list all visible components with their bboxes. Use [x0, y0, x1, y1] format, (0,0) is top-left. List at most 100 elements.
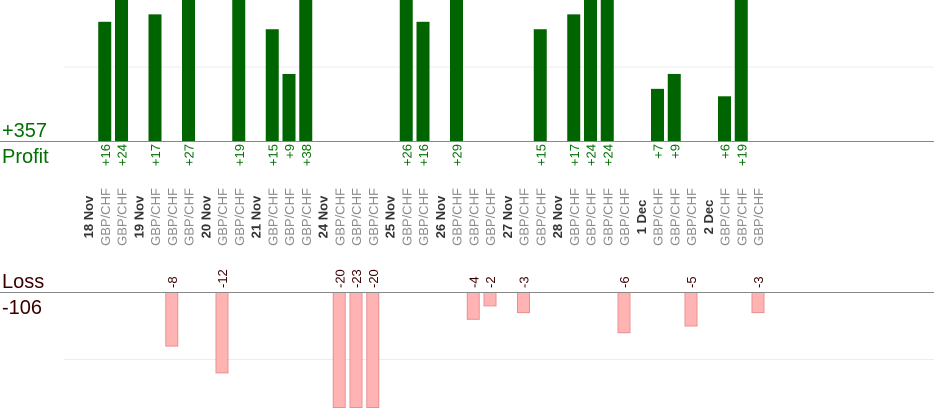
date-label: 28 Nov — [550, 195, 565, 238]
profit-bar[interactable] — [399, 0, 413, 141]
profit-value-label: +24 — [115, 144, 130, 166]
symbol-label: GBP/CHF — [617, 188, 632, 246]
loss-bar[interactable] — [751, 292, 765, 314]
symbol-label: GBP/CHF — [399, 188, 414, 246]
symbol-label: GBP/CHF — [115, 188, 130, 246]
symbol-label: GBP/CHF — [718, 188, 733, 246]
loss-label: Loss — [2, 271, 44, 293]
date-label: 18 Nov — [81, 195, 96, 238]
profit-value-label: +24 — [584, 144, 599, 166]
profit-bar[interactable] — [232, 0, 246, 141]
loss-bar[interactable] — [617, 292, 631, 334]
profit-bar[interactable] — [600, 0, 614, 141]
symbol-label: GBP/CHF — [332, 188, 347, 246]
profit-value-label: +19 — [232, 144, 247, 166]
loss-value-label: -3 — [517, 276, 532, 288]
profit-bar[interactable] — [718, 96, 731, 141]
profit-value-label: +16 — [98, 144, 113, 166]
profit-value-label: +17 — [567, 144, 582, 166]
profit-value-label: +29 — [450, 144, 465, 166]
profit-value-label: +9 — [667, 144, 682, 159]
loss-value-label: -8 — [165, 276, 180, 288]
loss-bar[interactable] — [366, 292, 380, 408]
loss-bar[interactable] — [215, 292, 229, 374]
loss-bar[interactable] — [483, 292, 497, 307]
symbol-label: GBP/CHF — [182, 188, 197, 246]
symbol-label: GBP/CHF — [282, 188, 297, 246]
profit-bar[interactable] — [299, 0, 313, 141]
loss-bar[interactable] — [332, 292, 346, 408]
profit-value-label: +24 — [600, 144, 615, 166]
date-label: 21 Nov — [249, 195, 264, 238]
profit-bar[interactable] — [115, 0, 128, 141]
date-label: 27 Nov — [500, 195, 515, 238]
loss-total: -106 — [2, 297, 42, 319]
date-label: 1 Dec — [634, 200, 649, 235]
profit-value-label: +6 — [718, 144, 733, 159]
loss-value-label: -2 — [483, 276, 498, 288]
symbol-label: GBP/CHF — [600, 188, 615, 246]
symbol-label: GBP/CHF — [466, 188, 481, 246]
symbol-label: GBP/CHF — [450, 188, 465, 246]
symbol-label: GBP/CHF — [751, 188, 766, 246]
profit-value-label: +27 — [182, 144, 197, 166]
profit-bar[interactable] — [734, 0, 748, 141]
loss-bar[interactable] — [165, 292, 179, 347]
profit-value-label: +16 — [416, 144, 431, 166]
profit-value-label: +15 — [265, 144, 280, 166]
profit-bar[interactable] — [148, 14, 162, 142]
profit-value-label: +15 — [533, 144, 548, 166]
loss-value-label: -20 — [332, 269, 347, 288]
loss-bar[interactable] — [349, 292, 363, 408]
symbol-label: GBP/CHF — [483, 188, 498, 246]
profit-bar[interactable] — [98, 21, 112, 141]
profit-bar[interactable] — [282, 73, 296, 141]
symbol-label: GBP/CHF — [567, 188, 582, 246]
loss-value-label: -3 — [751, 276, 766, 288]
date-label: 19 Nov — [131, 195, 146, 238]
symbol-label: GBP/CHF — [684, 188, 699, 246]
loss-value-label: -5 — [684, 276, 699, 288]
profit-total: +357 — [2, 120, 47, 142]
profit-bar[interactable] — [416, 21, 430, 141]
loss-bar[interactable] — [517, 292, 530, 314]
symbol-label: GBP/CHF — [265, 188, 280, 246]
symbol-label: GBP/CHF — [416, 188, 431, 246]
profit-value-label: +38 — [299, 144, 314, 166]
profit-bar[interactable] — [265, 29, 279, 141]
date-label: 25 Nov — [383, 195, 398, 238]
symbol-label: GBP/CHF — [651, 188, 666, 246]
symbol-label: GBP/CHF — [232, 188, 247, 246]
date-label: 20 Nov — [198, 195, 213, 238]
profit-bar[interactable] — [651, 88, 664, 141]
symbol-label: GBP/CHF — [349, 188, 364, 246]
profit-bar[interactable] — [182, 0, 195, 141]
symbol-label: GBP/CHF — [734, 188, 749, 246]
profit-value-label: +9 — [282, 144, 297, 159]
profit-value-label: +7 — [651, 144, 666, 159]
profit-value-label: +17 — [148, 144, 163, 166]
symbol-label: GBP/CHF — [667, 188, 682, 246]
profit-bar[interactable] — [533, 29, 547, 141]
profit-bar[interactable] — [667, 73, 681, 141]
symbol-label: GBP/CHF — [148, 188, 163, 246]
profit-bar[interactable] — [584, 0, 597, 141]
date-label: 2 Dec — [701, 200, 716, 235]
date-label: 24 Nov — [316, 195, 331, 238]
symbol-label: GBP/CHF — [517, 188, 532, 246]
profit-value-label: +26 — [399, 144, 414, 166]
loss-value-label: -4 — [466, 276, 481, 288]
profit-bar[interactable] — [567, 14, 581, 142]
loss-bar[interactable] — [684, 292, 698, 327]
symbol-label: GBP/CHF — [165, 188, 180, 246]
loss-value-label: -6 — [617, 276, 632, 288]
profit-bar[interactable] — [450, 0, 463, 141]
symbol-label: GBP/CHF — [366, 188, 381, 246]
loss-value-label: -20 — [366, 269, 381, 288]
profit-value-label: +19 — [734, 144, 749, 166]
symbol-label: GBP/CHF — [215, 188, 230, 246]
loss-bar[interactable] — [466, 292, 480, 320]
symbol-label: GBP/CHF — [98, 188, 113, 246]
symbol-label: GBP/CHF — [584, 188, 599, 246]
